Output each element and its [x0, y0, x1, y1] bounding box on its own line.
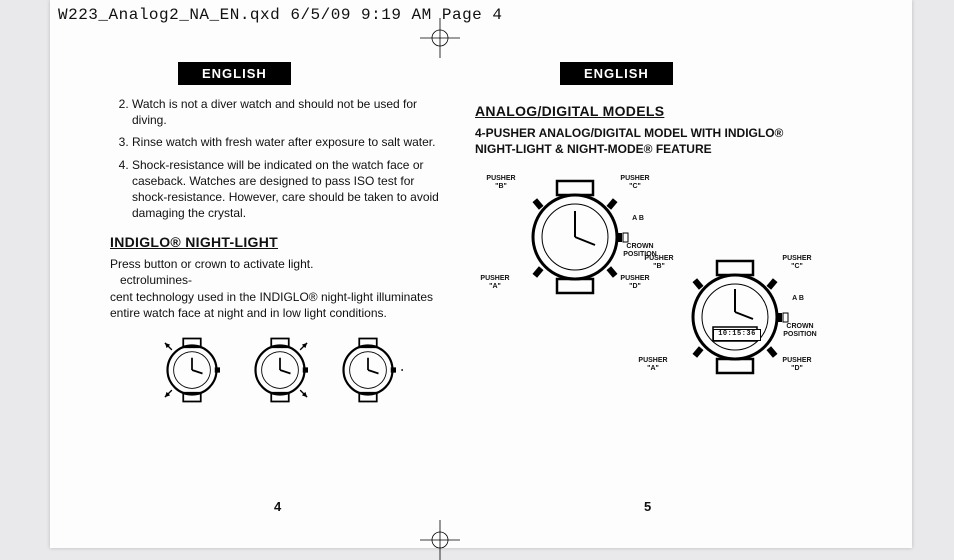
- document-sheet: W223_Analog2_NA_EN.qxd 6/5/09 9:19 AM Pa…: [50, 0, 912, 548]
- watch-icon: [245, 335, 315, 405]
- language-badge-left: ENGLISH: [178, 62, 291, 85]
- crown-ab-label: A B: [623, 215, 653, 223]
- section-title-indiglo: INDIGLO® NIGHT-LIGHT: [110, 233, 450, 252]
- pusher-label-d: PUSHER "D": [615, 275, 655, 290]
- pusher-label-a: PUSHER "A": [475, 275, 515, 290]
- left-column: Watch is not a diver watch and should no…: [110, 96, 450, 405]
- watch-icon: [333, 335, 403, 405]
- instruction-list: Watch is not a diver watch and should no…: [110, 96, 450, 221]
- pusher-label-c: PUSHER "C": [777, 255, 817, 270]
- language-badge-right: ENGLISH: [560, 62, 673, 85]
- pusher-label-d: PUSHER "D": [777, 357, 817, 372]
- watch-icon: [157, 335, 227, 405]
- paragraph-fragment: ectrolumines-: [110, 272, 450, 288]
- digital-readout: 10:15:36: [713, 329, 761, 341]
- page-number-right: 5: [644, 499, 651, 514]
- crown-ab-label: A B: [783, 295, 813, 303]
- pusher-label-c: PUSHER "C": [615, 175, 655, 190]
- pusher-label-b: PUSHER "B": [639, 255, 679, 270]
- paragraph: Press button or crown to activate light.: [110, 256, 450, 272]
- pusher-label-b: PUSHER "B": [481, 175, 521, 190]
- pusher-diagram: PUSHER "B" PUSHER "C" PUSHER "A" PUSHER …: [475, 167, 815, 407]
- watch-illustration-row: [110, 335, 450, 405]
- section-title-analog-digital: ANALOG/DIGITAL MODELS: [475, 102, 815, 121]
- list-item: Shock-resistance will be indicated on th…: [132, 157, 450, 222]
- crown-position-label: CROWN POSITION: [779, 323, 821, 338]
- list-item: Rinse watch with fresh water after expos…: [132, 134, 450, 150]
- list-item: Watch is not a diver watch and should no…: [132, 96, 450, 128]
- crop-mark-bottom: [420, 520, 460, 560]
- subsection-title: 4-PUSHER ANALOG/DIGITAL MODEL WITH INDIG…: [475, 125, 815, 157]
- paragraph: cent technology used in the INDIGLO® nig…: [110, 289, 450, 321]
- page-number-left: 4: [274, 499, 281, 514]
- right-column: ANALOG/DIGITAL MODELS 4-PUSHER ANALOG/DI…: [475, 96, 815, 407]
- pusher-label-a: PUSHER "A": [633, 357, 673, 372]
- crop-mark-top: [420, 18, 460, 58]
